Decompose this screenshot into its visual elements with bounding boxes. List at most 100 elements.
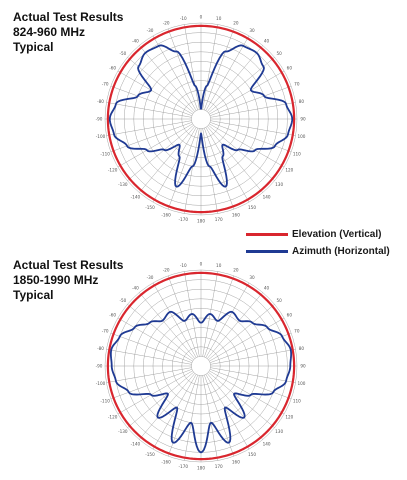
grid-spoke <box>106 120 192 136</box>
angle-tick-label: 160 <box>232 459 240 464</box>
angle-tick-label: -50 <box>119 298 126 303</box>
angle-tick-label: 70 <box>294 82 300 87</box>
angle-tick-label: 150 <box>248 205 256 210</box>
grid-spoke <box>139 292 196 359</box>
angle-tick-label: 10 <box>216 16 222 21</box>
grid-spoke <box>209 369 292 400</box>
angle-tick-label: -90 <box>96 364 103 369</box>
caption-line: Typical <box>13 288 54 302</box>
grid-spoke <box>209 85 292 116</box>
angle-tick-label: -40 <box>132 285 139 290</box>
angle-tick-label: 90 <box>300 117 306 122</box>
azimuth-series-line <box>109 310 293 454</box>
grid-spoke <box>184 128 200 214</box>
grid-spoke <box>117 317 193 362</box>
angle-tick-label: 80 <box>299 99 305 104</box>
angle-tick-label: -90 <box>96 117 103 122</box>
grid-spoke <box>110 332 193 363</box>
grid-spoke <box>206 373 263 440</box>
grid-spoke <box>184 24 200 110</box>
grid-spoke <box>202 24 218 110</box>
grid-spoke <box>205 127 250 203</box>
angle-tick-label: -10 <box>180 16 187 21</box>
angle-tick-label: 110 <box>293 151 301 156</box>
angle-tick-label: 120 <box>285 168 293 173</box>
chart-caption-bottom: Actual Test Results 1850-1990 MHz Typica… <box>13 258 123 303</box>
caption-line: Actual Test Results <box>13 258 124 272</box>
grid-spoke <box>127 124 194 181</box>
angle-tick-label: 30 <box>249 275 255 280</box>
grid-spoke <box>152 374 197 450</box>
grid-spoke <box>206 126 263 193</box>
angle-tick-label: 170 <box>215 217 223 222</box>
grid-spoke <box>139 45 196 112</box>
legend-label-azimuth: Azimuth (Horizontal) <box>292 246 390 257</box>
chart-caption-top: Actual Test Results 824-960 MHz Typical <box>13 10 123 55</box>
grid-spoke <box>208 124 275 181</box>
angle-tick-label: 150 <box>248 452 256 457</box>
grid-spoke <box>204 28 235 111</box>
grid-spoke <box>106 102 192 118</box>
grid-spoke <box>167 28 198 111</box>
grid-spoke <box>184 375 200 461</box>
legend-swatch-elevation <box>246 233 288 236</box>
grid-spoke <box>206 45 263 112</box>
angle-tick-label: -170 <box>179 217 189 222</box>
grid-spoke <box>152 282 197 358</box>
caption-line: Actual Test Results <box>13 10 124 24</box>
angle-tick-label: 50 <box>276 51 282 56</box>
angle-tick-label: 100 <box>297 134 305 139</box>
angle-tick-label: 140 <box>263 442 271 447</box>
angle-tick-label: 0 <box>200 262 203 267</box>
grid-spoke <box>202 375 218 461</box>
grid-spoke <box>110 122 193 153</box>
grid-spoke <box>208 371 275 428</box>
caption-line: Typical <box>13 40 54 54</box>
grid-spoke <box>210 102 296 118</box>
azimuth-series-line <box>108 44 294 188</box>
angle-tick-label: 60 <box>287 313 293 318</box>
grid-spoke <box>139 126 196 193</box>
angle-tick-label: 50 <box>276 298 282 303</box>
grid-spoke <box>204 275 235 358</box>
grid-spoke <box>167 275 198 358</box>
grid-spoke <box>117 370 193 415</box>
angle-tick-label: -140 <box>131 195 141 200</box>
grid-spoke <box>127 371 194 428</box>
angle-tick-label: 10 <box>216 263 222 268</box>
angle-tick-label: 60 <box>287 66 293 71</box>
grid-spoke <box>205 374 250 450</box>
angle-tick-label: -30 <box>147 275 154 280</box>
grid-spoke <box>209 370 285 415</box>
angle-tick-label: -130 <box>118 429 128 434</box>
grid-spoke <box>152 127 197 203</box>
angle-tick-label: -140 <box>131 442 141 447</box>
angle-tick-label: -10 <box>180 263 187 268</box>
angle-tick-label: 180 <box>197 219 205 224</box>
angle-tick-label: -130 <box>118 182 128 187</box>
grid-spoke <box>209 317 285 362</box>
angle-tick-label: -60 <box>109 313 116 318</box>
legend-item-elevation: Elevation (Vertical) <box>246 226 390 243</box>
angle-tick-label: -120 <box>108 168 118 173</box>
angle-tick-label: -110 <box>100 398 110 403</box>
angle-tick-label: -80 <box>97 346 104 351</box>
caption-line: 824-960 MHz <box>13 25 86 39</box>
angle-tick-label: -160 <box>161 459 171 464</box>
angle-tick-label: -120 <box>108 415 118 420</box>
grid-spoke <box>210 349 296 365</box>
grid-spoke <box>139 373 196 440</box>
grid-spoke <box>205 282 250 358</box>
angle-tick-label: 120 <box>285 415 293 420</box>
angle-tick-label: 100 <box>297 381 305 386</box>
grid-spoke <box>210 367 296 383</box>
angle-tick-label: 130 <box>275 182 283 187</box>
angle-tick-label: 110 <box>293 398 301 403</box>
angle-tick-label: 0 <box>200 15 203 20</box>
angle-tick-label: 40 <box>264 285 270 290</box>
grid-spoke <box>210 120 296 136</box>
grid-spoke <box>209 70 285 115</box>
grid-spoke <box>106 349 192 365</box>
angle-tick-label: -80 <box>97 99 104 104</box>
angle-tick-label: 160 <box>232 212 240 217</box>
